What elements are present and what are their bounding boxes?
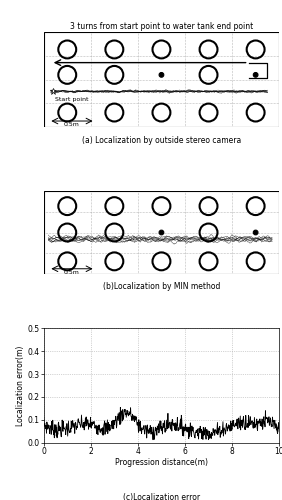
Text: 0.5m: 0.5m [64,270,80,275]
X-axis label: Progression distance(m): Progression distance(m) [115,458,208,468]
Circle shape [159,230,164,235]
Text: 0.5m: 0.5m [64,122,80,127]
Text: (c)Localization error: (c)Localization error [123,492,200,500]
Text: (b)Localization by MIN method: (b)Localization by MIN method [103,282,220,291]
Circle shape [253,230,258,235]
Circle shape [159,72,164,77]
Circle shape [253,72,258,77]
Title: 3 turns from start point to water tank end point: 3 turns from start point to water tank e… [70,22,253,30]
Text: Start point: Start point [56,97,89,102]
Y-axis label: Localization error(m): Localization error(m) [16,345,25,426]
Text: (a) Localization by outside stereo camera: (a) Localization by outside stereo camer… [82,136,241,145]
